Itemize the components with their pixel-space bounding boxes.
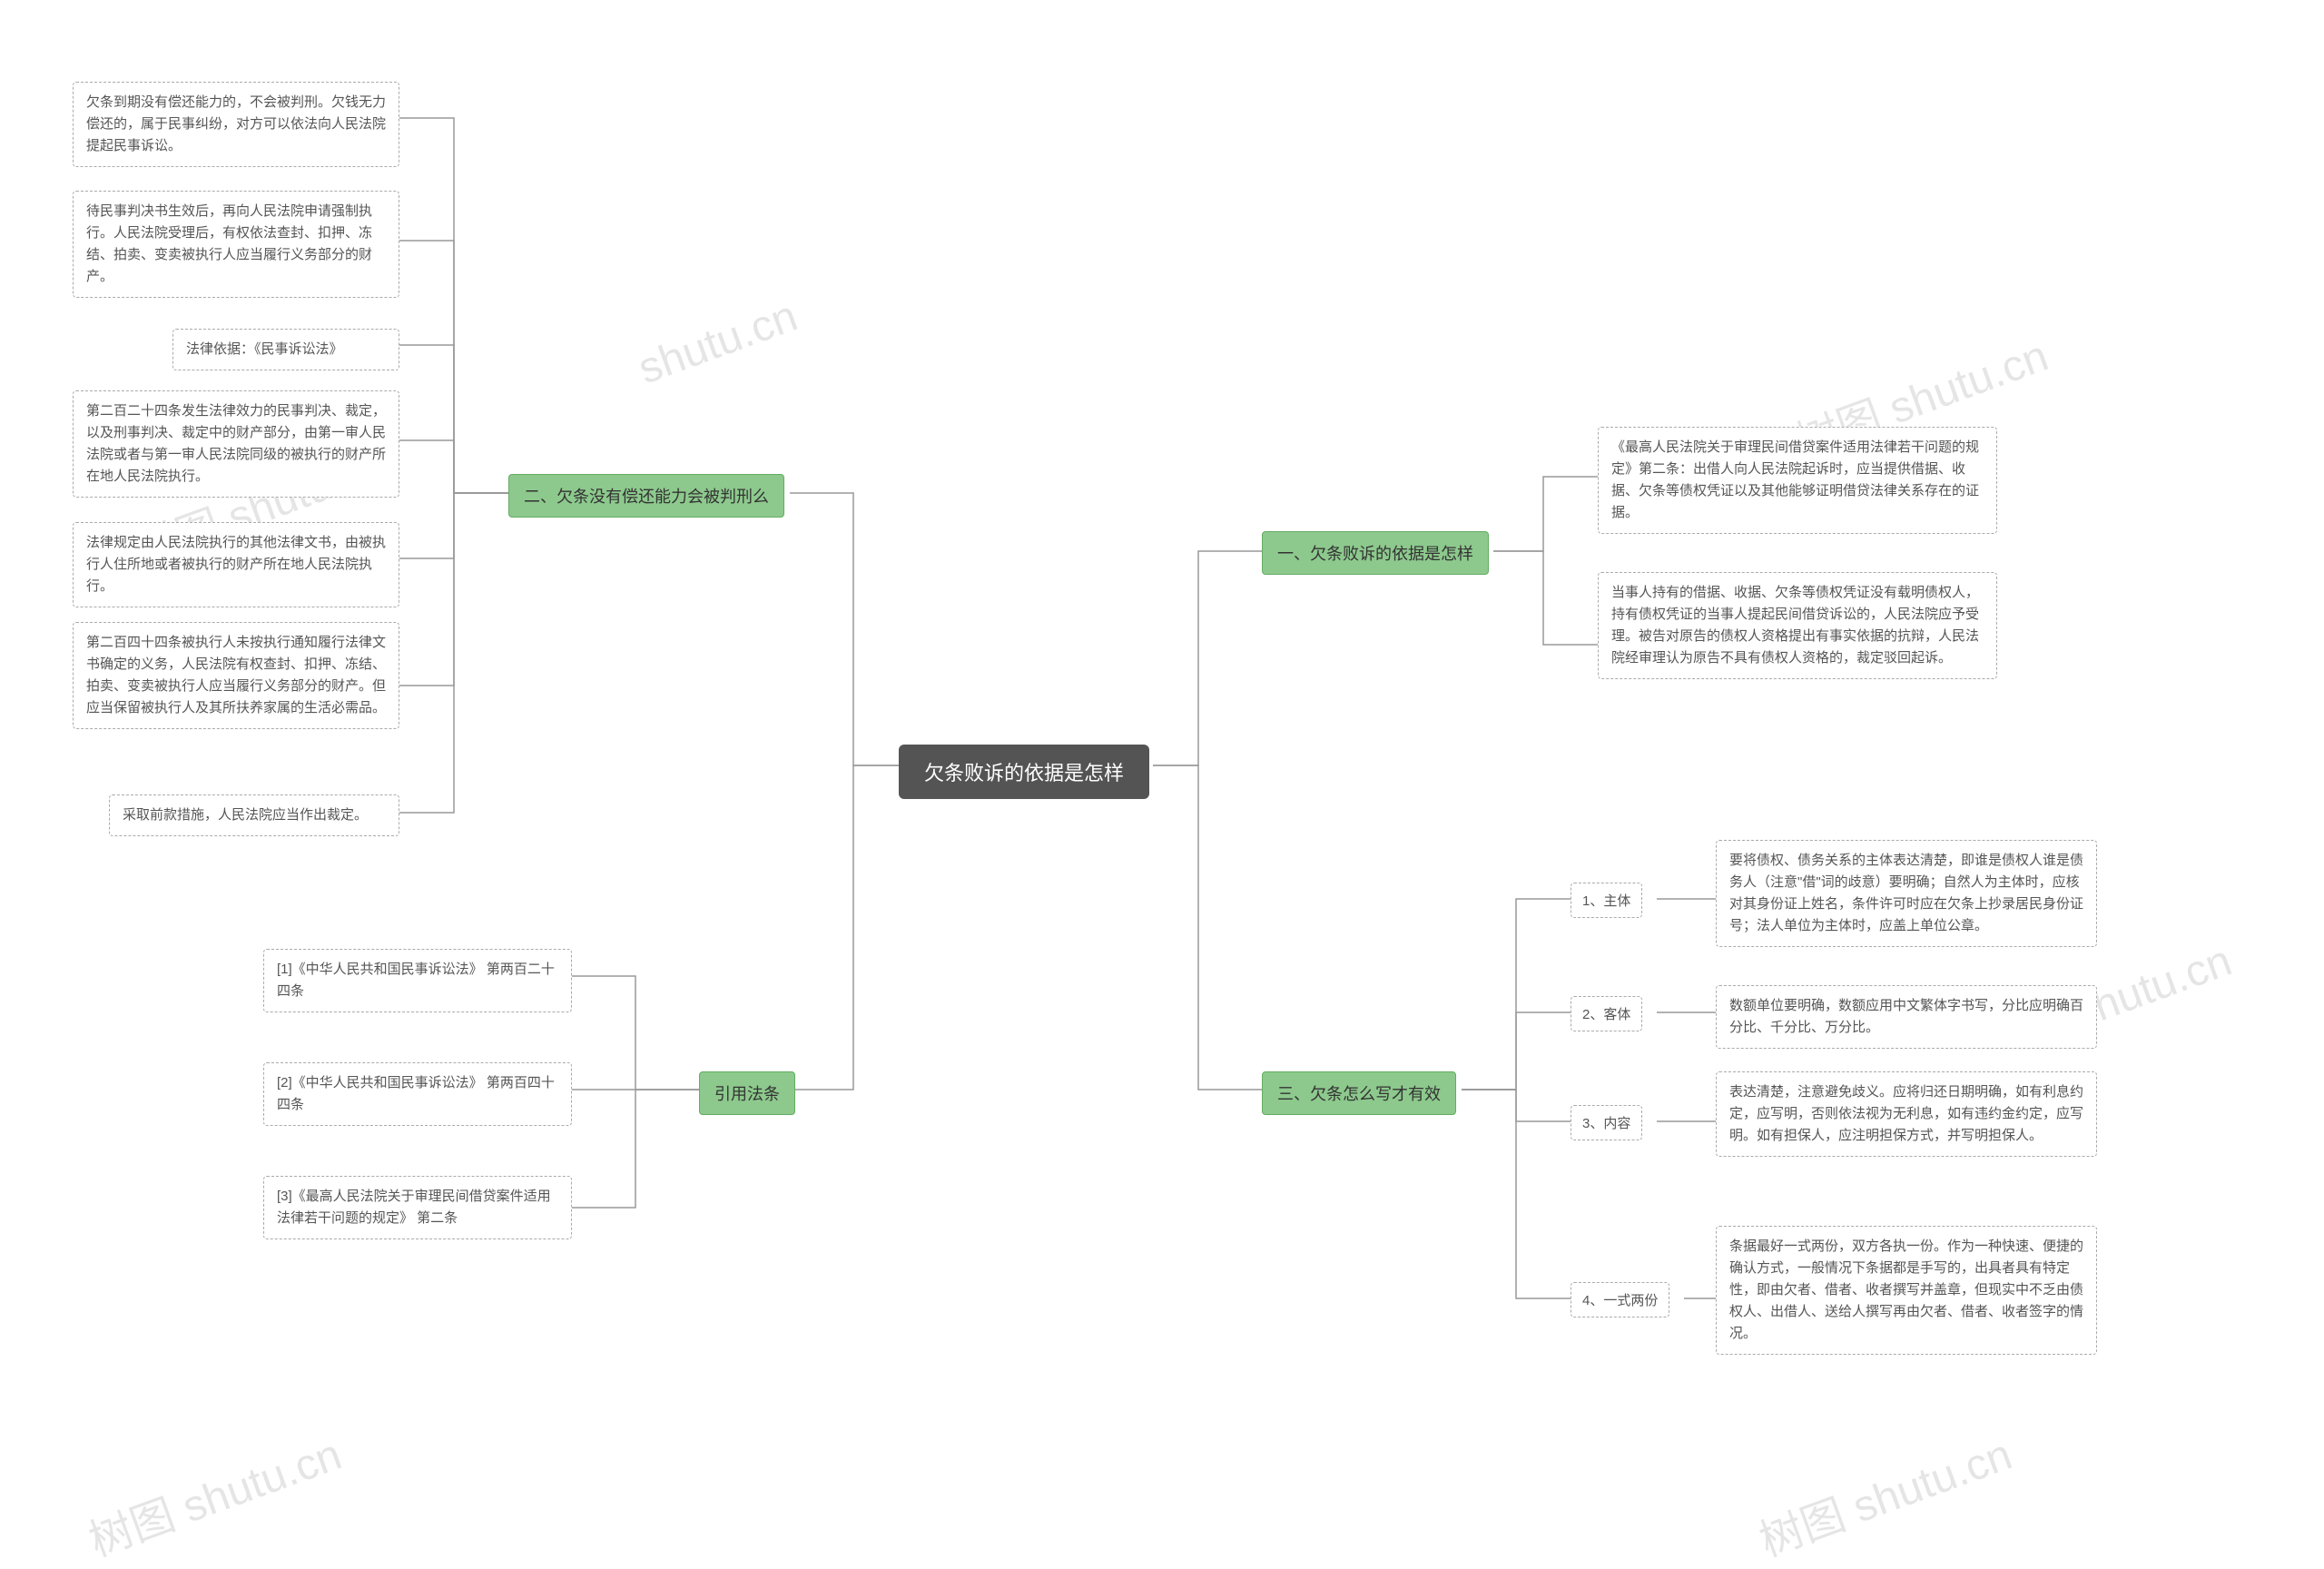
leaf-node: [1]《中华人民共和国民事诉讼法》 第两百二十四条	[263, 949, 572, 1012]
leaf-node: [3]《最高人民法院关于审理民间借贷案件适用法律若干问题的规定》 第二条	[263, 1176, 572, 1239]
sub-node[interactable]: 4、一式两份	[1571, 1282, 1669, 1317]
branch-node-2[interactable]: 二、欠条没有偿还能力会被判刑么	[508, 474, 784, 518]
center-node[interactable]: 欠条败诉的依据是怎样	[899, 745, 1149, 799]
branch-node-ref[interactable]: 引用法条	[699, 1071, 795, 1115]
sub-node[interactable]: 2、客体	[1571, 996, 1642, 1031]
leaf-node: 采取前款措施，人民法院应当作出裁定。	[109, 794, 399, 836]
leaf-node: 条据最好一式两份，双方各执一份。作为一种快速、便捷的确认方式，一般情况下条据都是…	[1716, 1226, 2097, 1355]
sub-node[interactable]: 3、内容	[1571, 1105, 1642, 1140]
leaf-node: 待民事判决书生效后，再向人民法院申请强制执行。人民法院受理后，有权依法查封、扣押…	[73, 191, 399, 298]
leaf-node: 要将债权、债务关系的主体表达清楚，即谁是债权人谁是债务人（注意"借"词的歧意）要…	[1716, 840, 2097, 947]
leaf-node: 《最高人民法院关于审理民间借贷案件适用法律若干问题的规定》第二条：出借人向人民法…	[1598, 427, 1997, 534]
leaf-node: 法律依据：《民事诉讼法》	[172, 329, 399, 370]
leaf-node: 表达清楚，注意避免歧义。应将归还日期明确，如有利息约定，应写明，否则依法视为无利…	[1716, 1071, 2097, 1157]
watermark: shutu.cn	[632, 291, 803, 395]
leaf-node: 数额单位要明确，数额应用中文繁体字书写，分比应明确百分比、千分比、万分比。	[1716, 985, 2097, 1049]
branch-node-1[interactable]: 一、欠条败诉的依据是怎样	[1262, 531, 1489, 575]
leaf-node: [2]《中华人民共和国民事诉讼法》 第两百四十四条	[263, 1062, 572, 1126]
watermark: 树图 shutu.cn	[79, 1418, 349, 1568]
leaf-node: 当事人持有的借据、收据、欠条等债权凭证没有载明债权人，持有债权凭证的当事人提起民…	[1598, 572, 1997, 679]
sub-node[interactable]: 1、主体	[1571, 883, 1642, 918]
leaf-node: 第二百四十四条被执行人未按执行通知履行法律文书确定的义务，人民法院有权查封、扣押…	[73, 622, 399, 729]
leaf-node: 第二百二十四条发生法律效力的民事判决、裁定，以及刑事判决、裁定中的财产部分，由第…	[73, 390, 399, 498]
leaf-node: 欠条到期没有偿还能力的，不会被判刑。欠钱无力偿还的，属于民事纠纷，对方可以依法向…	[73, 82, 399, 167]
leaf-node: 法律规定由人民法院执行的其他法律文书，由被执行人住所地或者被执行的财产所在地人民…	[73, 522, 399, 607]
watermark: 树图 shutu.cn	[1749, 1418, 2019, 1568]
branch-node-3[interactable]: 三、欠条怎么写才有效	[1262, 1071, 1456, 1115]
